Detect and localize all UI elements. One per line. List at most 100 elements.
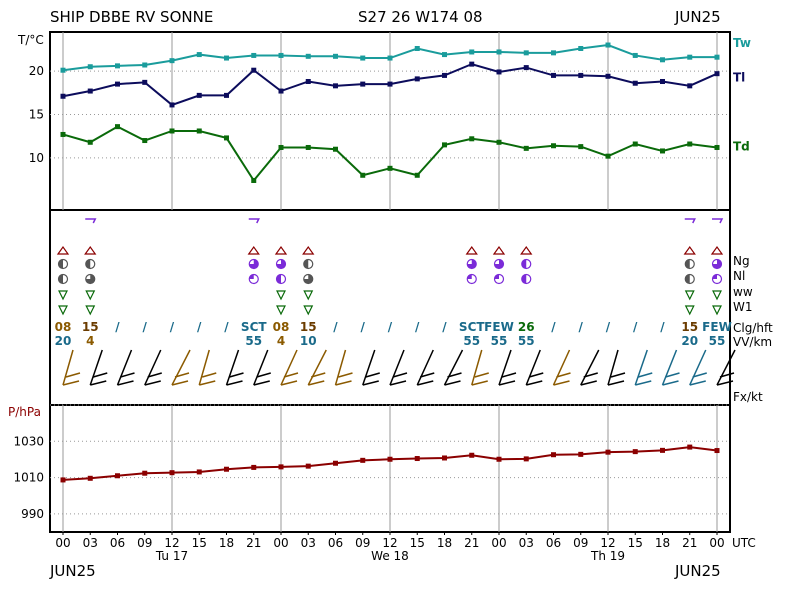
cloud-genus-glyph [520,245,533,255]
wind-barb-flag [389,380,407,386]
x-hour-label: 06 [110,536,125,550]
point-td [714,144,720,150]
pressure-point [551,452,556,458]
point-tw [578,45,584,51]
past-weather-glyph [303,305,314,316]
x-hour-label: 00 [273,536,288,550]
x-day-label: Tu 17 [155,549,188,563]
point-tw [551,50,556,56]
wind-barb-flag [90,380,107,386]
x-hour-label: 18 [655,536,670,550]
x-day-label: Th 19 [590,549,625,563]
point-tl [387,81,393,87]
point-td [278,144,284,150]
ceiling-value: / [224,320,229,334]
wind-barb-flag [117,380,134,386]
pressure-point [469,452,475,458]
wind-barb-staff [253,349,269,386]
point-tw [115,63,120,69]
wind-barb-flag [526,380,543,386]
month-bottom-right: JUN25 [674,562,721,580]
ceiling-value: FEW [702,320,732,334]
point-tw [442,52,447,58]
pressure-point [196,469,202,475]
pressure-point [714,448,720,454]
cloud-cover-fill [467,259,477,269]
ceiling-value: / [170,320,175,334]
point-td [387,165,393,171]
point-tw [660,57,665,63]
wind-barb-flag [665,372,680,378]
visibility-value: 4 [277,334,285,348]
cloud-cover-fill [685,259,690,269]
visibility-value: 55 [491,334,508,348]
point-tw [605,42,611,48]
x-hour-label: 21 [464,536,479,550]
wind-barb-flag [280,380,298,386]
temperature-ticks: 10 15 20 [29,64,44,165]
wind-barb-flag [420,372,435,378]
pressure-point [360,457,366,463]
wind-barb-flag [501,372,517,378]
wind-barb-flag [529,372,544,378]
wind-barb-staff [116,349,133,386]
point-tl [169,102,175,108]
past-weather-glyph [712,305,722,316]
station-title: SHIP DBBE RV SONNE [50,8,213,26]
wind-barb-staff [416,349,434,386]
x-hour-label: 15 [410,536,425,550]
x-hour-label: 03 [83,536,98,550]
ceiling-value: 15 [681,320,698,334]
point-td [414,172,420,178]
cloud-genus-glyph [465,245,478,255]
top-marker-glyph [712,218,724,224]
visibility-value: 20 [55,334,72,348]
ceiling-value: / [143,320,148,334]
ceiling-value: / [333,320,338,334]
cloud-cover-fill [521,274,527,284]
wind-barb-flag [498,380,516,386]
position-label: S27 26 W174 08 [358,8,483,26]
x-axis-ticks: 00 03 06 09 12 15 18 21 00 03 06 09 12 15 18 21 00 03 06 09… [55,532,725,550]
point-td [142,138,148,144]
point-tw [687,54,693,60]
pressure-tick-label: 990 [21,507,44,521]
x-hour-label: 18 [437,536,452,550]
x-hour-label: 06 [546,536,561,550]
ceiling-value: / [551,320,556,334]
wind-barb-flag [253,380,270,386]
point-td [605,153,611,159]
point-tl [414,76,420,82]
visibility-value: 10 [300,334,317,348]
cloud-cover-fill [249,259,259,269]
temperature-lines [60,42,720,183]
wind-barb-flag [719,372,735,378]
point-tw [196,52,202,58]
point-tl [305,78,311,84]
day-labels: Tu 17 We 18 Th 19 [155,549,625,563]
point-td [687,141,693,147]
wind-barb-flag [689,380,706,386]
ceiling-value: / [633,320,638,334]
point-tw [87,64,93,70]
point-tl [333,83,338,89]
temp-tick-label: 15 [29,107,44,121]
wind-barb-staff [198,349,210,386]
wind-barb-staff [62,349,74,386]
ceiling-value: / [115,320,120,334]
visibility-label: VV/km [733,335,772,349]
ceiling-value: SCT [241,320,267,334]
point-td [496,139,502,145]
wind-barb-flag [607,380,625,386]
x-hour-label: 00 [55,536,70,550]
wind-barb-flag [256,372,271,378]
wind-barb-staff [280,349,298,386]
wind-barb-flag [580,380,597,386]
x-hour-label: 15 [628,536,643,550]
x-hour-label: 06 [328,536,343,550]
ceiling-value: / [388,320,393,334]
ceiling-value: 26 [518,320,535,334]
point-tl [87,88,93,94]
series-label-tl: Tl [733,71,745,85]
